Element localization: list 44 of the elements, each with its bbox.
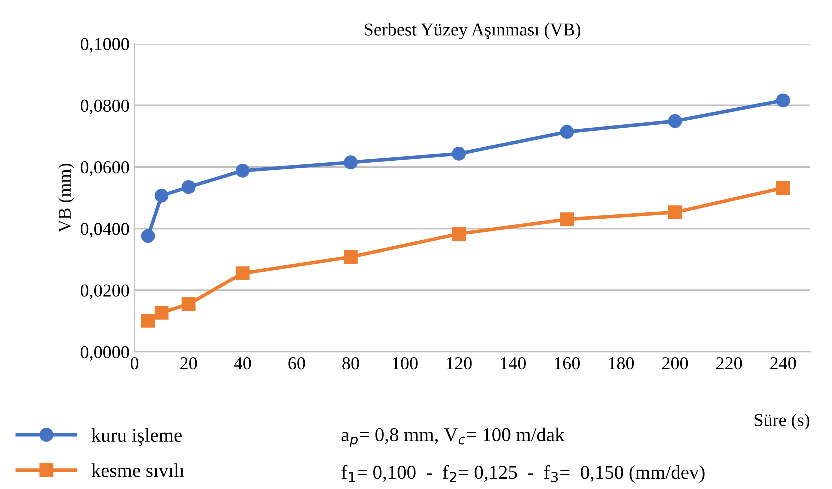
text: f$_{1}$= 0,100 - f$_{2}$= 0,125 - f$_{3}$= 0,150 (mm/dev) xyxy=(342,465,705,484)
point xyxy=(560,212,574,227)
point xyxy=(154,306,169,320)
x-axis-title: Süre (s) xyxy=(754,414,810,430)
x-tick-label: 100 xyxy=(393,357,418,370)
x-tick-label: 40 xyxy=(234,357,252,370)
point xyxy=(452,147,466,161)
x-tick-label: 0 xyxy=(130,357,139,370)
point xyxy=(560,125,574,140)
point xyxy=(452,227,466,242)
point xyxy=(154,188,169,203)
point xyxy=(344,250,358,264)
legend-label: kesme sıvılı xyxy=(92,464,184,478)
point xyxy=(236,266,250,280)
point xyxy=(141,314,156,328)
y-tick-label: 0,1000 xyxy=(80,38,130,54)
x-tick-label: 120 xyxy=(447,357,472,370)
point xyxy=(182,180,196,194)
point xyxy=(182,297,196,312)
x-tick-label: 200 xyxy=(662,357,688,370)
y-tick-label: 0,0400 xyxy=(80,223,130,238)
y-tick-label: 0,0600 xyxy=(80,161,130,176)
x-tick-label: 240 xyxy=(770,357,796,370)
point xyxy=(236,164,250,178)
point xyxy=(668,114,682,128)
text: a$_{p}$= 0,8 mm, V$_{c}$= 100 m/dak xyxy=(342,428,565,448)
x-tick-label: 180 xyxy=(609,357,634,370)
legend-label: kuru işleme xyxy=(92,428,182,446)
y-axis-title: VB (mm) xyxy=(58,164,75,233)
x-tick-label: 80 xyxy=(342,357,360,370)
x-tick-label: 220 xyxy=(716,357,742,370)
point xyxy=(344,156,358,170)
y-tick-label: 0,0200 xyxy=(80,284,130,300)
x-tick-label: 160 xyxy=(555,357,580,370)
x-tick-label: 20 xyxy=(180,357,198,370)
x-tick-label: 60 xyxy=(288,357,306,370)
y-tick-label: 0,0800 xyxy=(80,100,130,115)
y-tick-label: 0,0000 xyxy=(80,346,130,362)
x-tick-label: 140 xyxy=(501,357,526,370)
point xyxy=(776,181,790,196)
point xyxy=(776,94,790,108)
chart-title: Serbest Yüzey Aşınması (VB) xyxy=(365,23,581,40)
point xyxy=(141,229,156,244)
point xyxy=(668,206,682,220)
